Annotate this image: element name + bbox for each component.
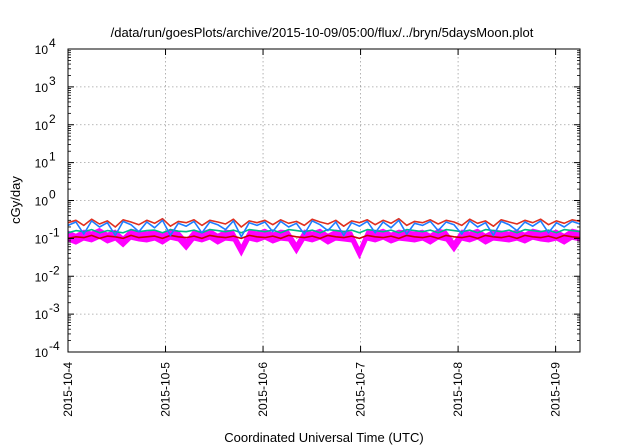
x-tick-label: 2015-10-7: [354, 362, 368, 417]
y-tick-exponent: 2: [49, 112, 56, 126]
y-tick-label: 10: [35, 346, 49, 360]
x-tick-label: 2015-10-6: [256, 362, 270, 417]
chart-title: /data/run/goesPlots/archive/2015-10-09/0…: [111, 25, 534, 40]
y-tick-label: 10: [35, 195, 49, 209]
x-axis-ticks: 2015-10-4 2015-10-5 2015-10-6 2015-10-7 2015…: [61, 49, 563, 417]
y-tick-exponent: -4: [49, 339, 60, 353]
y-tick-label: 10: [35, 232, 49, 246]
y-tick-label: 10: [35, 119, 49, 133]
y-axis-label: cGy/day: [8, 176, 23, 224]
x-tick-label: 2015-10-5: [159, 362, 173, 417]
y-tick-exponent: 3: [49, 74, 56, 88]
y-tick-label: 10: [35, 81, 49, 95]
y-tick-exponent: 4: [49, 36, 56, 50]
y-tick-exponent: -2: [49, 263, 60, 277]
grid: [68, 49, 580, 352]
y-tick-exponent: 0: [49, 188, 56, 202]
series-band-0: [67, 227, 581, 260]
y-tick-exponent: -1: [49, 225, 60, 239]
y-tick-label: 10: [35, 157, 49, 171]
series-line-2: [67, 228, 581, 234]
y-tick-label: 10: [35, 43, 49, 57]
x-tick-label: 2015-10-4: [61, 362, 75, 417]
x-tick-label: 2015-10-8: [451, 362, 465, 417]
series-line-3: [67, 217, 581, 228]
series-line-1: [67, 234, 581, 240]
x-tick-label: 2015-10-9: [549, 362, 563, 417]
y-tick-exponent: 1: [49, 150, 56, 164]
y-tick-exponent: -3: [49, 301, 60, 315]
x-axis-label: Coordinated Universal Time (UTC): [224, 430, 423, 445]
series-layer: [67, 217, 581, 260]
y-tick-label: 10: [35, 308, 49, 322]
y-tick-label: 10: [35, 270, 49, 284]
series-line-4: [67, 219, 581, 238]
